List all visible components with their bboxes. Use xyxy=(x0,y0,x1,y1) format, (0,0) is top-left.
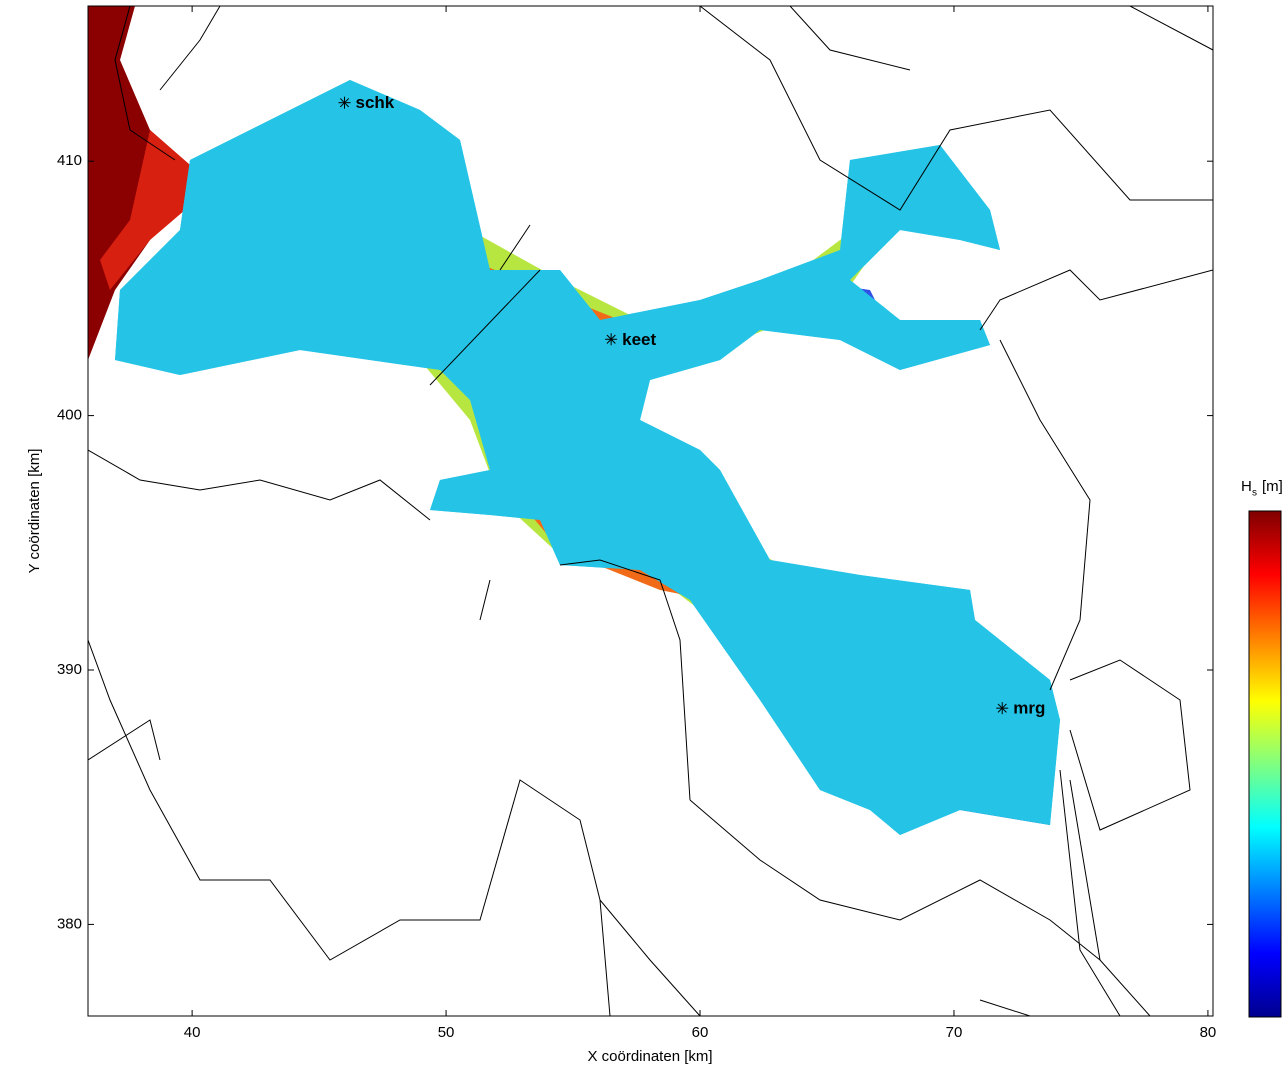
x-tick-label: 60 xyxy=(692,1024,709,1041)
y-axis-title: Y coördinaten [km] xyxy=(26,449,43,574)
colorbar-subscript: s xyxy=(1252,488,1257,499)
coastline xyxy=(88,6,1213,1016)
y-tick-label: 390 xyxy=(57,661,82,678)
sea-edge xyxy=(100,130,190,290)
wave-direction-arrows xyxy=(115,80,1060,835)
colorbar xyxy=(1248,510,1282,1018)
x-tick-label: 70 xyxy=(946,1024,963,1041)
station-label: schk xyxy=(355,93,394,112)
x-axis-title: X coördinaten [km] xyxy=(587,1048,712,1065)
station xyxy=(605,333,618,346)
y-tick-label: 400 xyxy=(57,407,82,424)
colorbar-symbol: H xyxy=(1241,478,1252,495)
station xyxy=(338,96,351,109)
y-tick-label: 410 xyxy=(57,152,82,169)
station xyxy=(996,702,1009,715)
station-label: mrg xyxy=(1013,699,1045,718)
y-tick-label: 380 xyxy=(57,915,82,932)
station-marker xyxy=(339,98,350,108)
station-marker xyxy=(997,703,1007,713)
station-label: keet xyxy=(622,330,656,349)
x-tick-label: 40 xyxy=(184,1024,201,1041)
x-tick-label: 50 xyxy=(438,1024,455,1041)
map-field xyxy=(88,6,1213,1016)
axes-frame xyxy=(87,5,1214,1017)
colorbar-title: H s [m] xyxy=(1241,478,1283,499)
x-tick-label: 80 xyxy=(1200,1024,1217,1041)
colorbar-unit: [m] xyxy=(1262,478,1283,495)
station-marker xyxy=(606,334,616,344)
